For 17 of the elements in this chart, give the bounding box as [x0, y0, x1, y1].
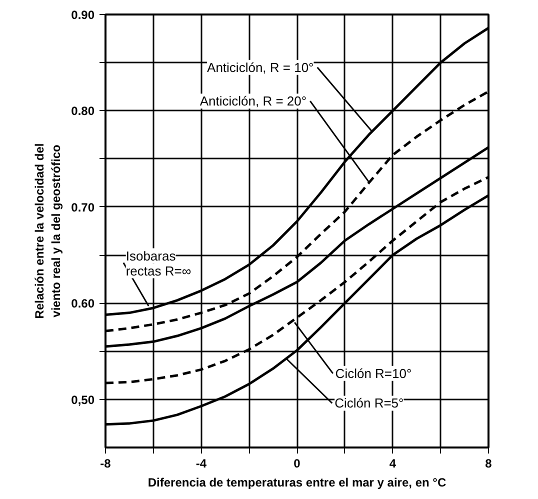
y-tick-label: 0,50	[71, 392, 95, 407]
x-tick-label: -4	[196, 456, 207, 470]
y-tick-label: 0.80	[71, 104, 95, 118]
annotation: Ciclón R=5°	[334, 396, 404, 411]
x-tick-label: 0	[294, 456, 301, 470]
y-axis-title: Relación entre la velocidad del viento real y la del geostrófico	[32, 143, 64, 319]
annotation: Anticiclón, R = 20°	[200, 94, 307, 109]
annotation: Isobaras rectas R=∞	[126, 248, 192, 278]
x-axis-title: Diferencia de temperaturas entre el mar y aire, en °C	[148, 476, 446, 490]
x-tick-label: -8	[100, 456, 112, 470]
x-tick-label: 4	[389, 456, 396, 470]
annotation: Anticiclón, R = 10°	[207, 60, 314, 75]
y-tick-label: 0.90	[71, 8, 95, 22]
annotation: Ciclón R=10°	[335, 366, 412, 381]
x-tick-label: 8	[485, 456, 492, 470]
y-tick-label: 0.70	[71, 200, 95, 214]
y-tick-label: 0.60	[71, 296, 95, 311]
